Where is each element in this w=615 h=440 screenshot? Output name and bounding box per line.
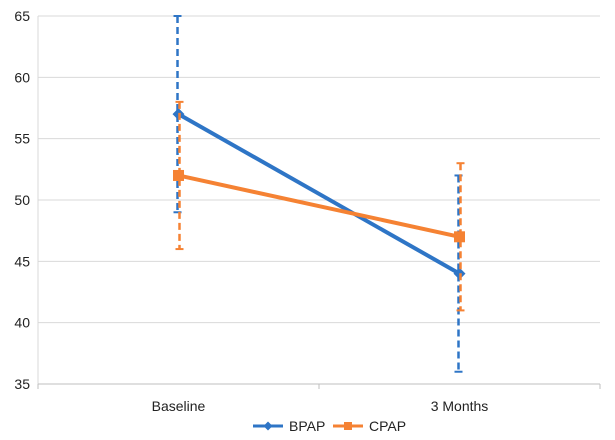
legend-label: BPAP xyxy=(289,418,325,434)
gridlines xyxy=(38,15,600,324)
legend-swatch-marker xyxy=(344,422,352,430)
axes: 35 40 45 50 55 60 65 Baseline 3 Months xyxy=(14,8,601,414)
legend-swatch-marker xyxy=(263,421,273,431)
data-point xyxy=(454,231,465,243)
y-tick-label: 55 xyxy=(14,131,30,147)
x-tick-label: 3 Months xyxy=(431,398,489,414)
y-tick-label: 45 xyxy=(14,253,30,269)
series-line xyxy=(177,112,461,276)
series-line xyxy=(178,173,460,239)
y-tick-label: 35 xyxy=(14,376,30,392)
legend-item-bpap: BPAP xyxy=(253,418,325,434)
legend-label: CPAP xyxy=(369,418,406,434)
series-layer xyxy=(172,15,466,373)
legend: BPAP CPAP xyxy=(253,418,406,434)
legend-item-cpap: CPAP xyxy=(333,418,406,434)
data-point xyxy=(173,169,184,181)
y-tick-label: 60 xyxy=(14,69,30,85)
y-tick-label: 50 xyxy=(14,192,30,208)
x-tick-label: Baseline xyxy=(152,398,206,414)
y-tick-label: 40 xyxy=(14,315,30,331)
series-cpap xyxy=(173,100,465,312)
series-bpap xyxy=(172,15,466,373)
y-tick-label: 65 xyxy=(14,8,30,24)
